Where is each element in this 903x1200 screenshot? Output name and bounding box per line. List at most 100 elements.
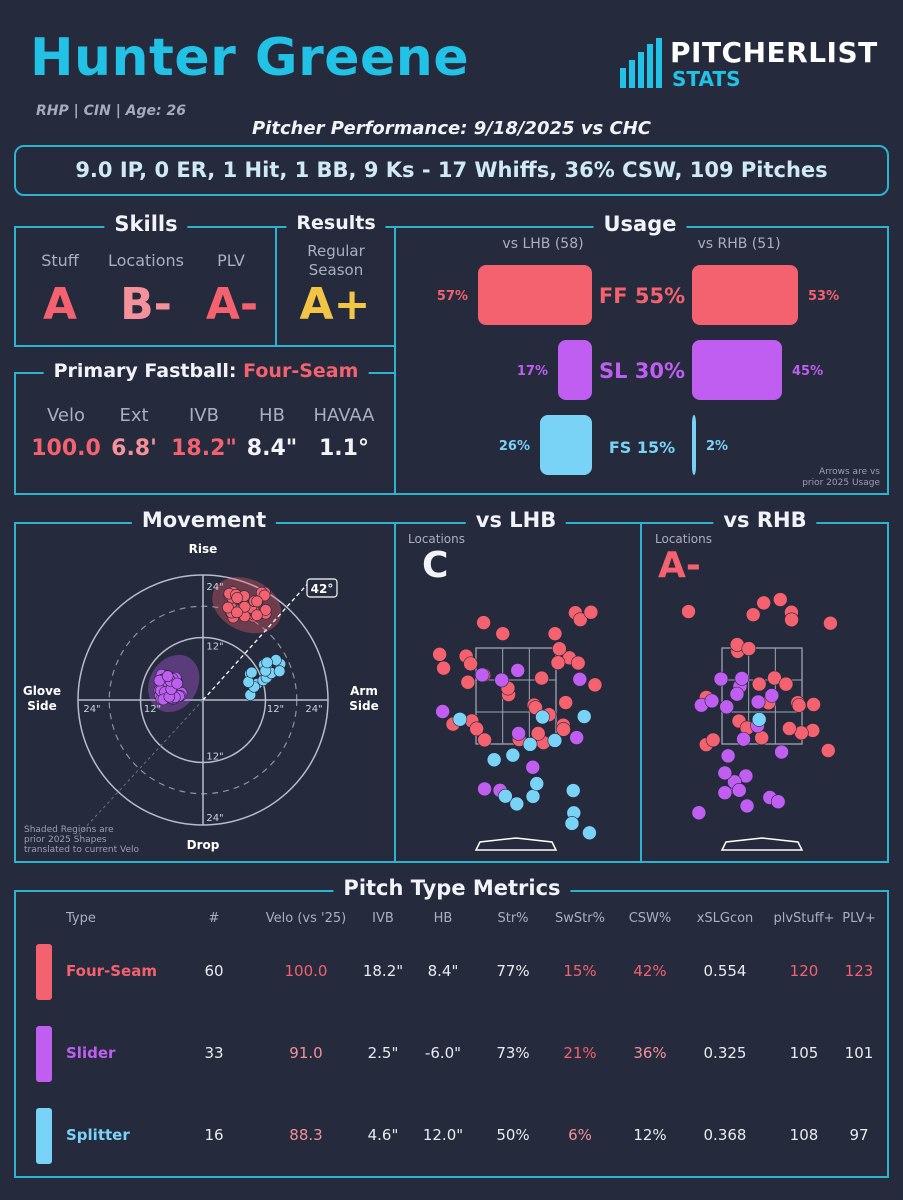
- pitcher-name: Hunter Greene: [30, 28, 470, 88]
- angle-box: [306, 578, 338, 598]
- rhb-title: vs RHB: [713, 508, 817, 532]
- usage-bar-rhb-sl: [692, 340, 782, 400]
- usage-label-rhb-sl: 45%: [792, 364, 823, 379]
- lhb-ff-pitch: [530, 726, 546, 741]
- rhb-sl-pitch: [732, 783, 747, 798]
- ff-pitch: [222, 601, 234, 614]
- usage-pitch-sl: SL 30%: [599, 359, 685, 383]
- movement-note-3: translated to current Velo: [24, 845, 140, 855]
- lhb-ff-pitch: [550, 655, 566, 670]
- results-label: Regular Season: [307, 242, 365, 279]
- lhb-ff-pitch: [552, 641, 567, 657]
- lhb-ff-pitch: [432, 647, 447, 662]
- row-xslg: 0.325: [703, 1044, 747, 1062]
- lhb-fs-pitch: [452, 711, 468, 727]
- rhb-sl-pitch: [717, 765, 733, 781]
- lhb-sl-pitch: [510, 663, 525, 678]
- locations-grade: B-: [120, 279, 172, 330]
- usage-pitch-fs: FS 15%: [609, 438, 675, 457]
- lhb-home-plate: [474, 837, 558, 851]
- row-hb: 12.0": [422, 1126, 464, 1144]
- rhb-sl-pitch: [704, 693, 720, 709]
- lhb-sl-pitch: [474, 667, 490, 683]
- rhb-sl-pitch: [764, 688, 780, 703]
- lhb-ff-pitch: [572, 612, 588, 627]
- row-str: 73%: [496, 1044, 530, 1062]
- rhb-home-plate: [720, 837, 804, 851]
- header-plv: PLV+: [842, 911, 876, 926]
- usage-note: Arrows are vs prior 2025 Usage: [770, 467, 880, 489]
- lhb-fs-pitch: [576, 709, 592, 724]
- row-xslg: 0.368: [703, 1126, 747, 1144]
- rhb-sl-pitch: [770, 794, 786, 810]
- lhb-sl-pitch: [435, 704, 450, 719]
- lhb-fs-pitch: [547, 733, 563, 748]
- movement-note-2: prior 2025 Shapes: [24, 835, 107, 845]
- row-plv: 97: [849, 1126, 869, 1144]
- usage-bar-rhb-fs: [692, 415, 696, 475]
- lhb-fs-pitch: [505, 747, 521, 763]
- usage-chart: 57% 53% FF 55% 17% 45% SL 30% 26% 2% FS 15%: [437, 265, 839, 475]
- plv-label: PLV: [217, 251, 245, 270]
- rhb-sl-pitch: [729, 686, 745, 702]
- header-hb: HB: [433, 911, 453, 926]
- rhb-ff-pitch: [767, 670, 782, 686]
- sl-pitch: [161, 670, 174, 683]
- rhb-fs-pitch: [751, 712, 767, 727]
- plv-grade: A-: [205, 279, 259, 330]
- bars-logo-icon: [620, 38, 662, 88]
- ring-label-right-24: 24": [305, 704, 322, 715]
- usage-note-line2: prior 2025 Usage: [802, 478, 880, 488]
- movement-chart: 42°RiseDropGloveSideArmSide24"12"12"24"2…: [23, 542, 379, 852]
- usage-label-rhb-fs: 2%: [706, 439, 728, 454]
- rhb-locations-grade: A-: [658, 545, 701, 586]
- table-row: Slider 33 91.0 2.5" -6.0" 73% 21% 36% 0.…: [14, 1026, 889, 1082]
- row-swstr: 21%: [563, 1044, 597, 1062]
- lhb-ff-pitch: [463, 656, 478, 672]
- fastball-pitch: Four-Seam: [243, 360, 359, 382]
- row-type: Splitter: [66, 1126, 130, 1144]
- ff-pitch: [251, 609, 263, 621]
- lhb-fs-pitch: [509, 796, 525, 812]
- pitcher-bio: RHP | CIN | Age: 26: [36, 103, 186, 119]
- row-velo: 100.0: [284, 962, 328, 980]
- rhb-ff-pitch: [784, 612, 799, 628]
- row-type: Four-Seam: [66, 962, 157, 980]
- table-row: Splitter 16 88.3 4.6" 12.0" 50% 6% 12% 0…: [14, 1108, 889, 1164]
- ff-pitch: [231, 606, 243, 619]
- rhb-sl-pitch: [720, 748, 736, 764]
- metrics-table: Type # Velo (vs '25) IVB HB Str% SwStr% …: [14, 890, 889, 1178]
- header-stuff: plvStuff+: [773, 911, 835, 926]
- rhb-ff-pitch: [705, 732, 721, 748]
- lhb-fs-pitch: [522, 737, 538, 752]
- row-ivb: 4.6": [367, 1126, 399, 1144]
- lhb-sl-pitch: [494, 672, 509, 688]
- drop-label: Drop: [187, 838, 220, 852]
- movement-note-1: Shaded Regions are: [24, 825, 114, 835]
- header-ivb: IVB: [372, 911, 394, 926]
- glove-label-2: Side: [27, 699, 56, 713]
- rhb-ff-pitch: [806, 697, 821, 712]
- row-ivb: 2.5": [367, 1044, 399, 1062]
- results-title: Results: [286, 212, 386, 234]
- header-csw: CSW%: [628, 911, 672, 926]
- lhb-ff-pitch: [583, 604, 599, 620]
- usage-bar-lhb-sl: [558, 340, 592, 400]
- rise-label: Rise: [189, 542, 218, 556]
- logo-wordmark: PITCHERLIST: [670, 36, 878, 69]
- row-stuff: 105: [789, 1044, 819, 1062]
- lhb-locations-label: Locations: [408, 532, 466, 546]
- rhb-ff-pitch: [741, 641, 757, 656]
- lhb-ff-pitch: [556, 722, 571, 737]
- rhb-sl-pitch: [738, 768, 754, 784]
- ring-label-bottom-12: 12": [206, 752, 223, 763]
- lhb-fs-pitch: [486, 752, 502, 768]
- lhb-ff-pitch: [436, 660, 451, 676]
- rhb-ff-pitch: [751, 676, 767, 692]
- rhb-sl-pitch: [750, 694, 766, 710]
- movement-note: Shaded Regions are prior 2025 Shapes tra…: [24, 825, 139, 855]
- rhb-sl-pitch: [739, 798, 755, 814]
- ring-label-top-12: 12": [206, 642, 223, 653]
- fastball-title-label: Primary Fastball:: [53, 360, 237, 382]
- skills-title: Skills: [104, 212, 188, 236]
